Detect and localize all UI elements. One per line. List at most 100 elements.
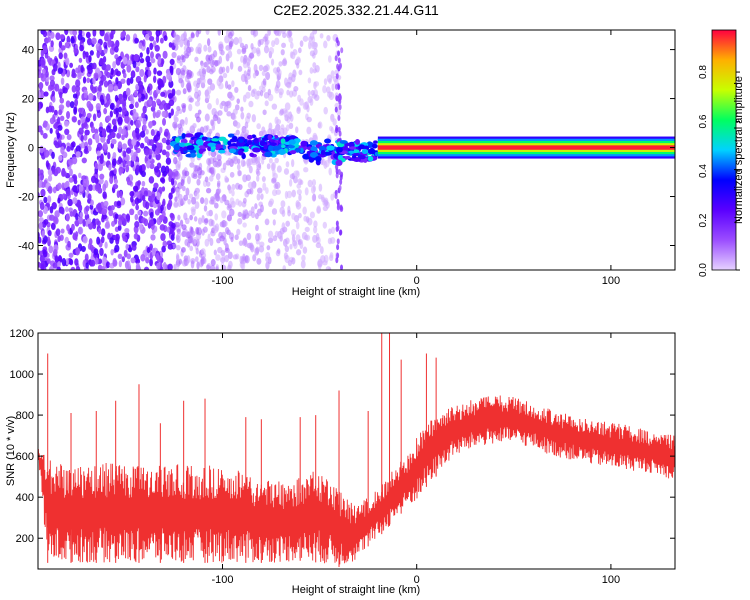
spectral-dot (42, 132, 48, 139)
spectral-dot (112, 158, 117, 166)
spectral-dot (52, 248, 58, 256)
spectral-dot (263, 45, 270, 54)
spectral-dot (330, 70, 335, 79)
y-tick-label: 800 (16, 410, 34, 422)
band-blob (348, 142, 355, 148)
spectral-dot (163, 35, 168, 42)
spectral-dot (209, 69, 214, 75)
spectral-dot (188, 103, 193, 112)
x-tick-label: 100 (602, 574, 620, 586)
spectral-dot (61, 193, 67, 200)
spectral-dot (70, 37, 75, 44)
band-blob (287, 144, 295, 149)
spectral-dot (185, 187, 190, 196)
spectral-dot (236, 98, 240, 104)
spectral-dot (148, 148, 153, 156)
spectral-dot (134, 89, 138, 97)
spectral-dot (276, 248, 281, 255)
spectral-dot (107, 152, 111, 160)
stripe-dot (335, 220, 339, 227)
spectral-dot (183, 32, 187, 39)
spectral-dot (288, 90, 294, 98)
spectral-dot (156, 130, 161, 137)
spectral-dot (226, 214, 233, 222)
band-blob (249, 152, 255, 157)
stripe-dot (335, 73, 339, 80)
spectral-dot (193, 216, 198, 222)
spectral-dot (253, 64, 258, 73)
stripe-dot (336, 252, 340, 259)
spectral-dot (215, 98, 219, 106)
spectral-dot (65, 206, 69, 213)
spectral-dot (87, 138, 93, 146)
spectral-dot (246, 188, 252, 195)
spectral-dot (105, 221, 110, 228)
spectral-dot (143, 74, 147, 83)
spectral-dot (146, 247, 151, 254)
spectral-dot (137, 180, 141, 186)
spectral-dot (139, 52, 143, 59)
spectral-dot (276, 66, 281, 73)
spectral-dot (49, 31, 55, 39)
spectral-dot (69, 101, 75, 109)
spectral-dot (110, 205, 115, 211)
spectral-dot (72, 197, 78, 205)
spectral-dot (272, 235, 278, 242)
band-blob (178, 142, 187, 147)
spectral-dot (38, 103, 41, 112)
spectral-dot (288, 36, 293, 43)
spectral-dot (216, 180, 221, 187)
spectral-dot (179, 198, 184, 205)
spectral-dot (161, 149, 167, 156)
spectral-dot (219, 221, 225, 228)
spectral-dot (99, 94, 104, 103)
spectral-dot (160, 91, 166, 97)
spectral-dot (280, 200, 286, 208)
spectral-dot (110, 131, 116, 138)
spectral-dot (53, 216, 59, 225)
spectral-dot (91, 37, 97, 45)
stripe-dot (337, 84, 341, 91)
spectral-dot (84, 145, 89, 154)
spectral-dot (100, 236, 105, 244)
spectral-dot (208, 175, 214, 182)
spectral-dot (319, 246, 324, 255)
spectral-dot (258, 245, 265, 253)
spectral-dot (224, 35, 230, 44)
spectral-dot (71, 141, 76, 148)
spectral-dot (126, 59, 133, 66)
snr-x-ticks: -100 0 100 (211, 333, 620, 586)
spectral-dot (310, 89, 315, 96)
spectral-dot (40, 59, 46, 68)
spectral-dot (215, 254, 221, 261)
spectral-dot (197, 43, 202, 51)
spectral-dot (86, 77, 91, 84)
spectral-dot (283, 168, 290, 175)
spectral-dot (75, 266, 81, 270)
spectral-dot (116, 200, 121, 207)
band-blob (252, 147, 261, 153)
spectral-dot (291, 159, 295, 168)
spectral-dot (170, 234, 175, 241)
spectral-dot (262, 109, 267, 116)
spectral-dot (201, 68, 207, 75)
spectral-dot (60, 77, 65, 85)
spectral-dot (49, 127, 53, 134)
snr-frame (37, 332, 676, 570)
spectral-dot (251, 114, 257, 123)
spectral-dot (191, 196, 197, 205)
spectral-dot (68, 177, 74, 183)
spectral-dot (242, 209, 248, 215)
stripe-dot (336, 244, 340, 251)
spectral-dot (325, 86, 331, 94)
spectral-dot (236, 228, 241, 236)
spectral-dot (274, 126, 279, 134)
spectral-dot (155, 30, 161, 37)
spectral-dot (90, 199, 94, 206)
spectral-dot (53, 123, 59, 130)
spectral-dot (101, 208, 107, 216)
band-blob (354, 138, 361, 145)
stripe-dot (336, 225, 340, 232)
spectral-dot (177, 214, 181, 221)
spectral-dot (268, 122, 273, 131)
